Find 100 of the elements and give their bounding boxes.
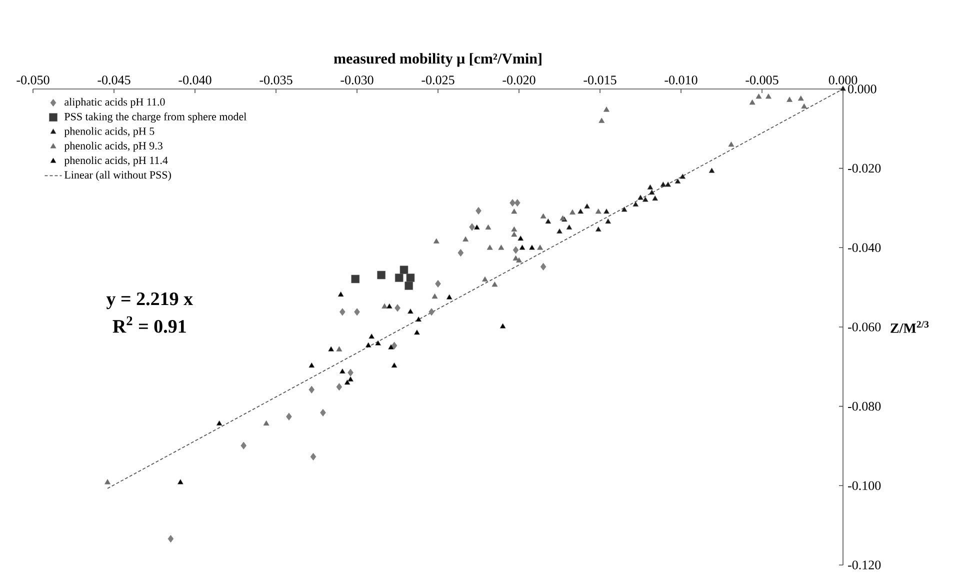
point	[642, 196, 648, 202]
legend-label: aliphatic acids pH 11.0	[64, 98, 165, 108]
point	[375, 340, 381, 346]
point	[348, 368, 354, 376]
point	[665, 182, 671, 187]
point	[104, 479, 110, 484]
point	[476, 207, 482, 215]
point	[469, 223, 475, 231]
point	[386, 303, 392, 309]
x-tick-label: -0.010	[664, 76, 698, 84]
annotation: y = 2.219 x	[106, 292, 193, 310]
point	[263, 420, 270, 426]
point	[595, 208, 602, 214]
point	[320, 408, 326, 416]
point	[660, 182, 666, 187]
x-tick-label: -0.050	[16, 76, 50, 84]
y-tick-label: -0.060	[848, 322, 881, 332]
point	[570, 209, 576, 214]
point	[391, 362, 398, 368]
point	[529, 244, 535, 250]
x-tick-label: 0.000	[828, 76, 858, 84]
x-tick-label: -0.005	[746, 76, 778, 84]
point	[435, 280, 441, 288]
point	[728, 142, 734, 147]
point	[433, 238, 440, 244]
y-tick-label: -0.100	[848, 481, 881, 490]
point	[604, 208, 610, 214]
point	[519, 244, 526, 250]
point	[674, 178, 681, 184]
point	[801, 103, 808, 109]
point	[540, 262, 546, 270]
point	[408, 308, 414, 314]
point	[598, 118, 605, 123]
point	[680, 174, 686, 179]
point	[537, 244, 543, 250]
point	[428, 308, 434, 316]
point	[749, 100, 756, 105]
legend-label: phenolic acids, pH 9.3	[64, 142, 162, 152]
y-tick-label: -0.080	[848, 402, 881, 411]
point	[766, 94, 772, 99]
point	[286, 412, 292, 420]
y-tick-label: -0.120	[848, 560, 881, 570]
x-tick-label: -0.045	[98, 76, 130, 84]
annotation: R$^{2}$ = 0.91	[112, 316, 186, 333]
point	[344, 380, 350, 385]
x-axis-title: measured mobility μ [cm²/Vmin]	[334, 53, 542, 67]
point	[485, 224, 492, 230]
point	[482, 276, 488, 282]
point	[446, 294, 452, 300]
point	[514, 199, 520, 207]
x-tick-label: -0.035	[260, 76, 292, 84]
x-tick-label: -0.015	[584, 76, 616, 84]
point	[518, 236, 524, 241]
point	[652, 196, 658, 201]
point	[354, 308, 360, 316]
point	[382, 303, 388, 309]
point	[388, 344, 394, 350]
point	[798, 96, 804, 101]
point	[605, 218, 612, 224]
y-tick-label: -0.040	[848, 243, 881, 252]
point	[178, 479, 184, 484]
point	[328, 346, 334, 352]
legend-label: phenolic acids, pH 5	[64, 127, 154, 138]
point	[168, 535, 174, 543]
point	[308, 386, 314, 394]
point	[621, 206, 628, 212]
point	[400, 266, 408, 274]
point	[462, 236, 468, 242]
point	[394, 304, 400, 312]
point	[648, 190, 655, 195]
point	[566, 224, 572, 230]
x-tick-label: -0.020	[502, 76, 536, 84]
point	[511, 226, 518, 232]
point	[338, 292, 344, 297]
point	[404, 282, 413, 290]
point	[516, 257, 522, 262]
point	[647, 184, 654, 190]
point	[578, 208, 584, 214]
point	[474, 224, 480, 230]
point	[498, 244, 504, 250]
point	[406, 274, 415, 282]
point	[584, 203, 590, 209]
point	[492, 282, 498, 287]
point	[786, 96, 792, 102]
point	[512, 246, 519, 254]
legend-label: PSS taking the charge from sphere model	[64, 112, 246, 123]
x-tick-label: -0.040	[178, 76, 212, 84]
point	[340, 308, 346, 316]
point	[708, 168, 715, 173]
point	[595, 226, 602, 232]
point	[545, 218, 552, 224]
point	[365, 342, 372, 348]
y-axis-title: Z/M$^{2/3}$	[890, 321, 929, 333]
point	[336, 383, 342, 391]
point	[500, 323, 506, 328]
point	[510, 199, 516, 207]
point	[216, 420, 222, 426]
point	[511, 208, 518, 214]
point	[340, 368, 346, 374]
point	[416, 316, 422, 322]
